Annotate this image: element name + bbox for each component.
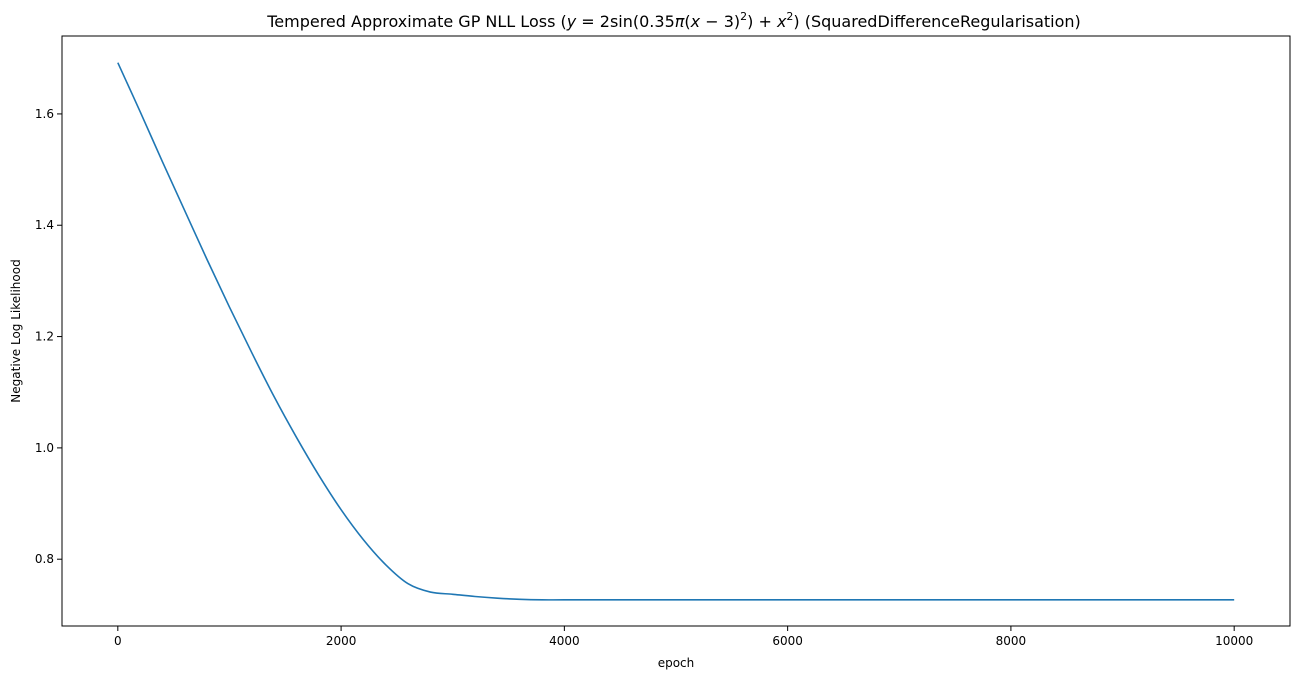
x-tick-label: 0 [114, 634, 122, 648]
title-prefix: Tempered Approximate GP NLL Loss ( [266, 12, 567, 31]
x-tick-label: 10000 [1215, 634, 1253, 648]
title-var-y: y [566, 12, 577, 31]
y-tick-label: 1.6 [35, 107, 54, 121]
title-sq2: 2 [786, 10, 793, 23]
plot-area-frame [61, 35, 1291, 627]
series-line [117, 62, 1235, 601]
x-axis-label: epoch [658, 656, 695, 670]
x-axis-ticks: 0 2000 4000 6000 8000 10000 [114, 626, 1253, 648]
y-tick-label: 1.2 [35, 330, 54, 344]
chart-title: Tempered Approximate GP NLL Loss (y = 2s… [266, 10, 1081, 31]
x-tick-label: 6000 [772, 634, 803, 648]
title-suffix: ) (SquaredDifferenceRegularisation) [793, 12, 1080, 31]
x-tick-label: 4000 [549, 634, 580, 648]
title-close: ) + [747, 12, 777, 31]
y-tick-label: 1.4 [35, 218, 54, 232]
y-tick-label: 0.8 [35, 552, 54, 566]
y-axis-label: Negative Log Likelihood [9, 259, 23, 402]
y-tick-label: 1.0 [35, 441, 54, 455]
title-minus: − 3) [700, 12, 740, 31]
title-eq: = 2sin(0.35 [576, 12, 675, 31]
x-tick-label: 8000 [996, 634, 1027, 648]
title-sq1: 2 [740, 10, 747, 23]
title-open: ( [684, 12, 690, 31]
title-var-x1: x [690, 12, 701, 31]
x-tick-label: 2000 [326, 634, 357, 648]
title-var-x2: x [776, 12, 787, 31]
title-pi: π [675, 12, 685, 31]
y-axis-ticks: 0.8 1.0 1.2 1.4 1.6 [35, 107, 62, 566]
